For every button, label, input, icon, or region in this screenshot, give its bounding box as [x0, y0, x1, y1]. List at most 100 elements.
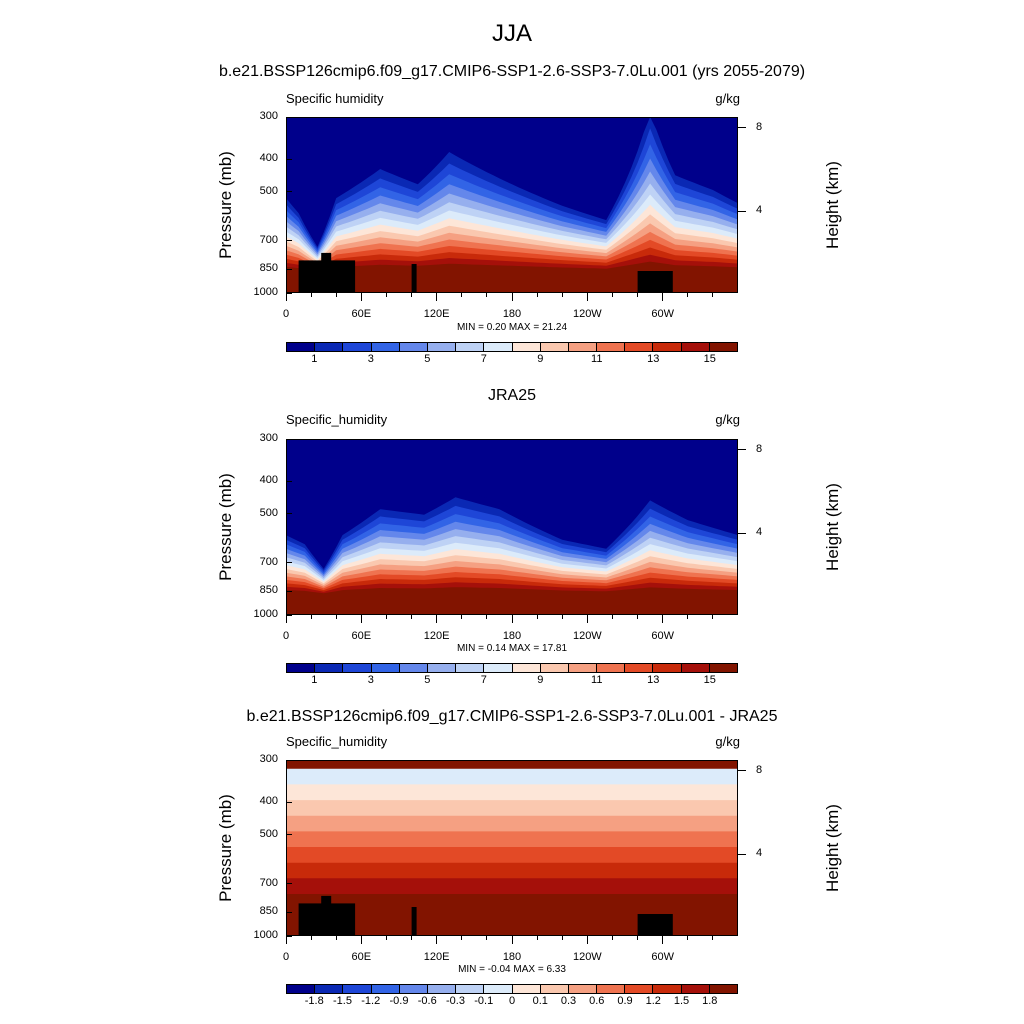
longitude-tick-label: 0: [282, 308, 290, 320]
pressure-tick-label: 1000: [253, 286, 278, 298]
y-axis-title: Pressure (mb): [216, 473, 235, 581]
longitude-tick-mark: [662, 293, 664, 301]
pressure-tick-mark: [286, 513, 292, 515]
colorbar-swatch: [343, 343, 372, 351]
panel-obs-colorbar: [286, 663, 738, 673]
colorbar-swatch: [315, 343, 344, 351]
pressure-tick-label: 500: [259, 506, 278, 519]
colorbar-swatch: [287, 985, 316, 993]
colorbar-label: -1.2: [361, 995, 381, 1007]
contour-field: [286, 117, 738, 293]
colorbar-label: 1.8: [702, 995, 718, 1007]
colorbar-swatch: [315, 664, 344, 672]
longitude-minor-tick: [712, 293, 714, 297]
panel-model-variable-label: Specific humidity: [286, 91, 384, 106]
colorbar-label: -0.6: [417, 995, 437, 1007]
contour-band: [286, 587, 738, 615]
colorbar-swatch: [568, 985, 598, 993]
panel-diff-colorbar: [286, 984, 738, 994]
colorbar-label: 1.2: [645, 995, 661, 1007]
colorbar-swatch: [540, 343, 569, 351]
colorbar-swatch: [681, 343, 710, 351]
pressure-tick-mark: [286, 911, 292, 913]
pressure-tick-label: 500: [259, 184, 278, 197]
pressure-tick-label: 500: [259, 827, 278, 840]
colorbar-swatch: [681, 664, 710, 672]
colorbar-swatch: [484, 985, 513, 993]
longitude-minor-tick: [637, 293, 639, 297]
longitude-minor-tick: [486, 615, 488, 619]
colorbar-swatch: [568, 664, 598, 672]
y2-axis-title: Height (km): [823, 161, 842, 249]
colorbar-swatch: [597, 343, 626, 351]
longitude-minor-tick: [385, 936, 387, 940]
colorbar-label: 1: [311, 353, 318, 365]
colorbar-swatch: [371, 343, 400, 351]
longitude-tick-label: 120W: [572, 308, 602, 320]
colorbar-swatch: [568, 343, 598, 351]
longitude-minor-tick: [385, 615, 387, 619]
colorbar-label: 0.6: [589, 995, 605, 1007]
pressure-tick-mark: [286, 116, 292, 118]
pressure-tick-mark: [286, 614, 292, 616]
colorbar-swatch: [456, 343, 485, 351]
colorbar-swatch: [540, 664, 569, 672]
colorbar-swatch: [343, 664, 372, 672]
pressure-tick-label: 400: [259, 795, 278, 808]
colorbar-swatch: [343, 985, 372, 993]
colorbar-swatch: [709, 343, 737, 351]
longitude-minor-tick: [687, 293, 689, 297]
longitude-minor-tick: [310, 936, 312, 940]
longitude-tick-label: 180: [502, 951, 522, 963]
height-tick-label: 4: [756, 526, 763, 539]
longitude-tick-label: 0: [282, 951, 290, 963]
colorbar-swatch: [512, 343, 541, 351]
colorbar-swatch: [371, 985, 400, 993]
colorbar-swatch: [540, 985, 569, 993]
contour-field: [286, 760, 738, 936]
pressure-tick-label: 1000: [253, 929, 278, 941]
longitude-minor-tick: [536, 293, 538, 297]
colorbar-label: 1: [311, 674, 318, 686]
longitude-minor-tick: [411, 293, 413, 297]
pressure-tick-label: 1000: [253, 608, 278, 620]
pressure-tick-label: 300: [259, 432, 278, 444]
longitude-minor-tick: [385, 293, 387, 297]
colorbar-swatch: [287, 343, 316, 351]
longitude-tick-label: 60E: [351, 951, 372, 963]
longitude-minor-tick: [712, 936, 714, 940]
longitude-minor-tick: [335, 293, 337, 297]
colorbar-label: 13: [647, 674, 660, 686]
longitude-tick-label: 120E: [423, 308, 450, 320]
longitude-minor-tick: [637, 615, 639, 619]
pressure-tick-mark: [286, 268, 292, 270]
longitude-minor-tick: [536, 936, 538, 940]
longitude-minor-tick: [411, 936, 413, 940]
colorbar-swatch: [484, 343, 513, 351]
colorbar-swatch: [399, 664, 428, 672]
pressure-tick-mark: [286, 438, 292, 440]
colorbar-swatch: [653, 664, 682, 672]
longitude-tick-mark: [360, 615, 362, 623]
longitude-tick-mark: [511, 936, 513, 944]
panel-obs-contour-plot: [286, 439, 738, 615]
longitude-tick-label: 180: [502, 630, 522, 642]
longitude-minor-tick: [687, 936, 689, 940]
pressure-tick-mark: [286, 759, 292, 761]
longitude-tick-label: 60W: [651, 951, 674, 963]
colorbar-label: -0.3: [446, 995, 465, 1007]
pressure-tick-mark: [286, 834, 292, 836]
contour-band: [286, 894, 738, 936]
longitude-minor-tick: [310, 293, 312, 297]
contour-band: [286, 261, 738, 293]
longitude-tick-label: 60W: [651, 308, 674, 320]
colorbar-swatch: [512, 664, 541, 672]
longitude-tick-label: 60W: [651, 630, 674, 642]
contour-field: [286, 439, 738, 615]
longitude-tick-mark: [511, 615, 513, 623]
topography-mask: [637, 271, 673, 293]
colorbar-label: -1.8: [304, 995, 324, 1007]
panel-obs-units-label: g/kg: [715, 412, 740, 427]
y2-axis-title: Height (km): [823, 804, 842, 892]
colorbar-swatch: [399, 985, 428, 993]
